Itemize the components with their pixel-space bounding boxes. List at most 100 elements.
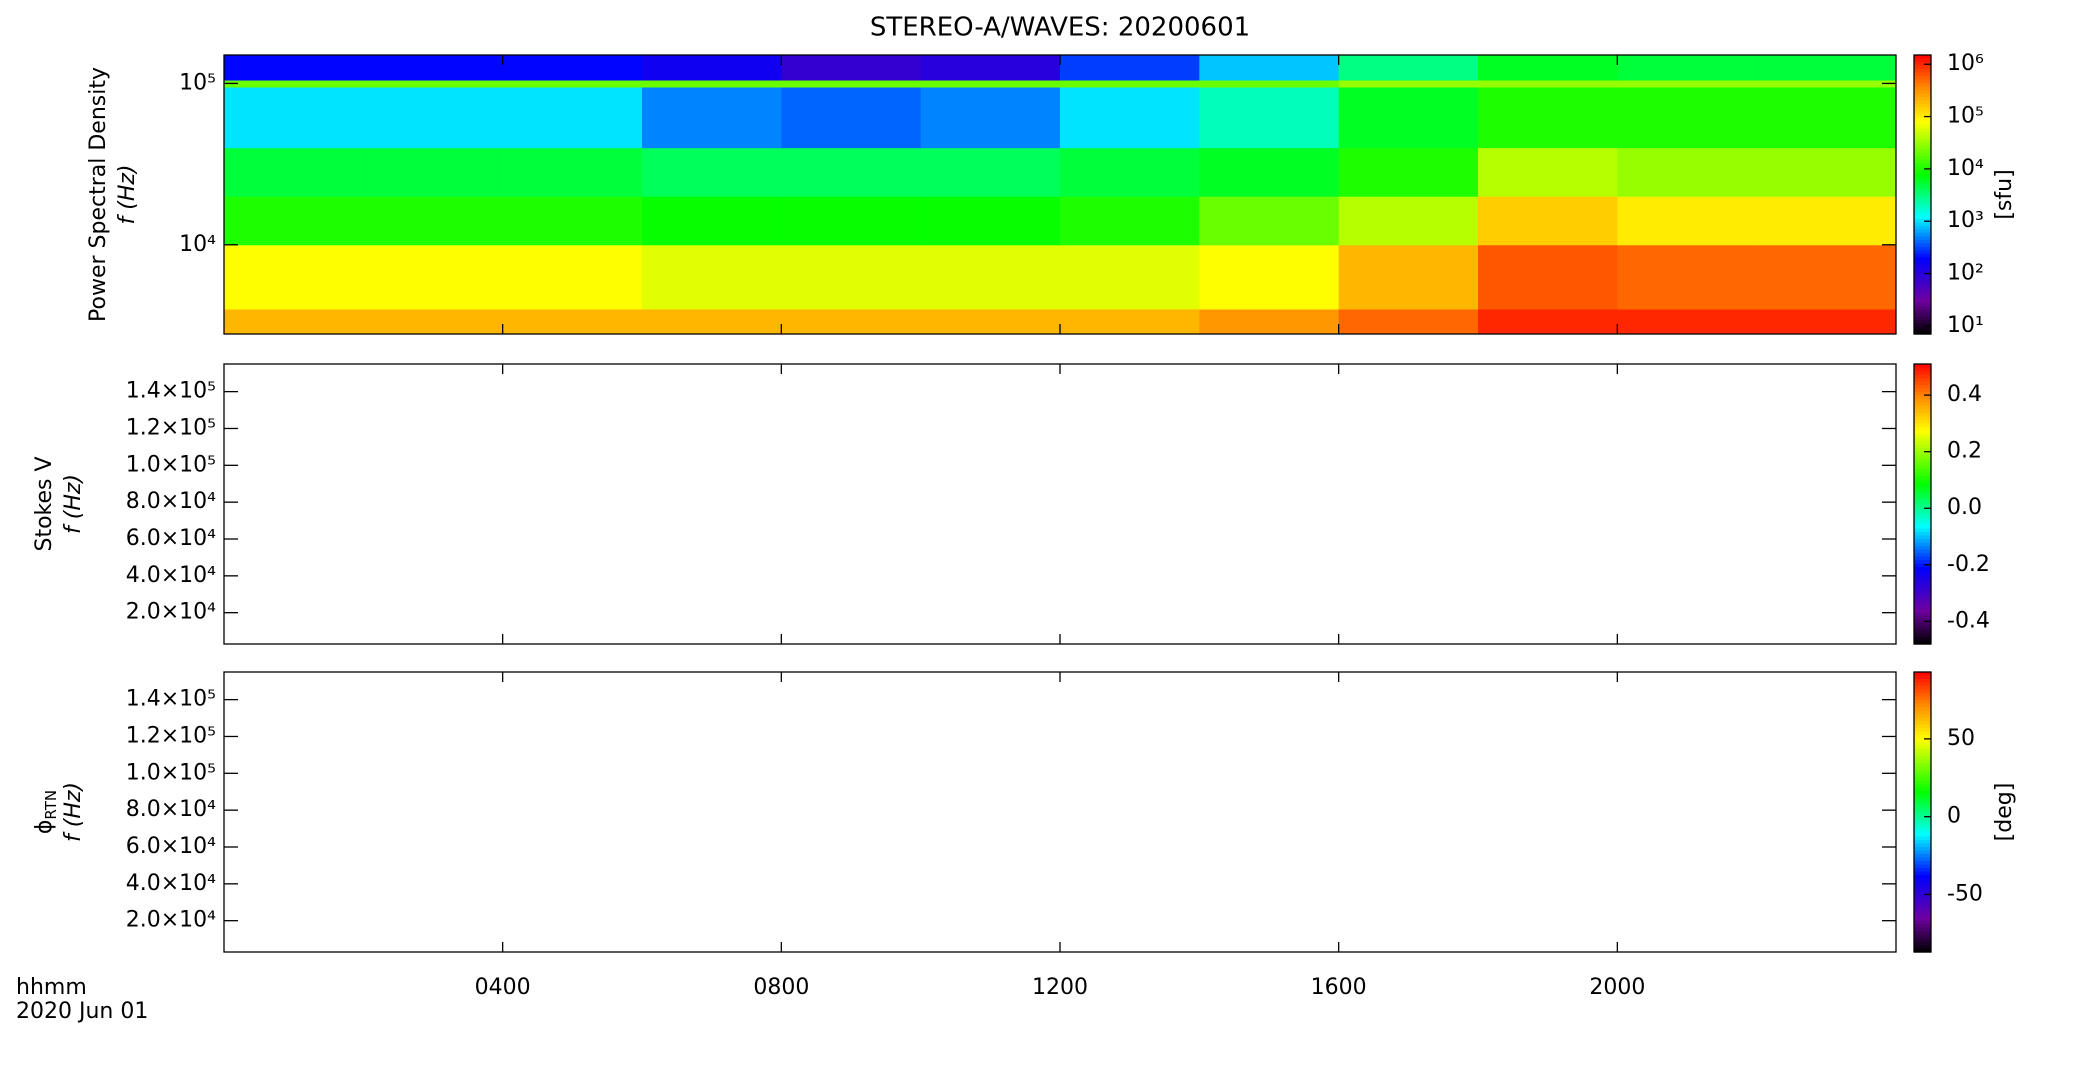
colorbar-tick-label: 10⁶ — [1947, 51, 1984, 76]
x-tick-label: 1600 — [1311, 975, 1367, 1000]
heatmap-cell — [1338, 147, 1479, 197]
colorbar-segment — [1914, 511, 1931, 516]
heatmap-cell — [1756, 87, 1897, 149]
heatmap-cell — [1338, 244, 1479, 310]
colorbar-segment — [1914, 826, 1931, 831]
colorbar-segment — [1914, 605, 1931, 610]
heatmap-cell — [1478, 79, 1618, 88]
colorbar-segment — [1914, 320, 1931, 325]
colorbar-segment — [1914, 507, 1931, 512]
colorbar-segment — [1914, 458, 1931, 463]
heatmap-cell — [1338, 55, 1479, 81]
colorbar-tick-label: -50 — [1947, 881, 1983, 906]
heatmap-cell — [1478, 244, 1618, 310]
heatmap-cell — [1199, 196, 1340, 246]
colorbar-segment — [1914, 721, 1931, 726]
colorbar-label-group: [sfu] — [1992, 169, 2017, 219]
colorbar-segment — [1914, 72, 1931, 77]
colorbar-segment — [1914, 941, 1931, 946]
colorbar-segment — [1914, 710, 1931, 715]
colorbar-segment — [1914, 553, 1931, 558]
heatmap-cell — [502, 244, 643, 310]
colorbar-segment — [1914, 166, 1931, 171]
colorbar-segment — [1914, 784, 1931, 789]
heatmap-cell — [1617, 196, 1758, 246]
colorbar-segment — [1914, 539, 1931, 544]
colorbar-segment — [1914, 476, 1931, 481]
y-axis-label-group: Stokes V — [32, 456, 57, 551]
colorbar-segment — [1914, 514, 1931, 519]
colorbar-segment — [1914, 619, 1931, 624]
colorbar-segment — [1914, 451, 1931, 456]
colorbar-segment — [1914, 469, 1931, 474]
colorbar-segment — [1914, 927, 1931, 932]
colorbar-segment — [1914, 840, 1931, 845]
colorbar-segment — [1914, 924, 1931, 929]
heatmap-cell — [363, 79, 504, 88]
colorbar-segment — [1914, 402, 1931, 407]
y-axis-label: ϕRTN — [32, 790, 60, 834]
x-axis-label: hhmm — [16, 975, 87, 1000]
x-tick-label: 1200 — [1032, 975, 1088, 1000]
colorbar-segment — [1914, 246, 1931, 251]
colorbar-label: [deg] — [1992, 783, 2017, 842]
heatmap-cell — [502, 55, 643, 81]
plot-frame — [223, 363, 1897, 645]
heatmap-cell — [363, 244, 504, 310]
heatmap-cell — [1478, 196, 1618, 246]
colorbar-segment — [1914, 574, 1931, 579]
colorbar-segment — [1914, 211, 1931, 217]
heatmap-cell — [1060, 147, 1200, 197]
colorbar-segment — [1914, 742, 1931, 747]
colorbar-segment — [1914, 89, 1931, 94]
colorbar-frame — [1913, 363, 1932, 645]
y-tick-label: 6.0×10⁴ — [126, 526, 216, 551]
x-tick-label: 0400 — [475, 975, 531, 1000]
colorbar-segment — [1914, 110, 1931, 115]
colorbar-segment — [1914, 584, 1931, 589]
colorbar-segment — [1914, 808, 1931, 813]
colorbar-segment — [1914, 850, 1931, 855]
heatmap-cell — [642, 244, 782, 310]
colorbar-segment — [1914, 260, 1931, 265]
colorbar-segment — [1914, 899, 1931, 904]
colorbar-segment — [1914, 378, 1931, 383]
colorbar-segment — [1914, 735, 1931, 740]
colorbar-segment — [1914, 822, 1931, 827]
colorbar-segment — [1914, 55, 1931, 60]
heatmap-cell — [224, 147, 364, 197]
y-axis-label-text: Power Spectral Density — [86, 67, 111, 322]
y-tick-label: 4.0×10⁴ — [126, 563, 216, 588]
colorbar-segment — [1914, 197, 1931, 203]
colorbar-segment — [1914, 903, 1931, 908]
heatmap-cell — [363, 196, 504, 246]
colorbar-segment — [1914, 766, 1931, 771]
colorbar-segment — [1914, 187, 1931, 192]
colorbar-segment — [1914, 847, 1931, 852]
colorbar-segment — [1914, 896, 1931, 901]
heatmap-cell — [1199, 79, 1340, 88]
colorbar-segment — [1914, 815, 1931, 820]
heatmap-cell — [920, 244, 1061, 310]
colorbar-segment — [1914, 763, 1931, 768]
colorbar-segment — [1914, 416, 1931, 421]
y-axis-label-group: f (Hz) — [61, 474, 86, 534]
colorbar-segment — [1914, 330, 1931, 335]
colorbar-segment — [1914, 913, 1931, 918]
colorbar-segment — [1914, 731, 1931, 736]
heatmap-cell — [1060, 55, 1200, 81]
colorbar-segment — [1914, 281, 1931, 286]
colorbar-segment — [1914, 86, 1931, 91]
colorbar-segment — [1914, 945, 1931, 950]
colorbar-segment — [1914, 686, 1931, 691]
colorbar-segment — [1914, 271, 1931, 276]
colorbar-segment — [1914, 381, 1931, 386]
y-axis-label: f (Hz) — [61, 782, 86, 842]
heatmap-cell — [1756, 55, 1897, 81]
colorbar-segment — [1914, 843, 1931, 848]
colorbar-segment — [1914, 752, 1931, 757]
colorbar-segment — [1914, 316, 1931, 321]
colorbar-segment — [1914, 542, 1931, 547]
colorbar-segment — [1914, 829, 1931, 834]
heatmap-cell — [502, 309, 643, 335]
